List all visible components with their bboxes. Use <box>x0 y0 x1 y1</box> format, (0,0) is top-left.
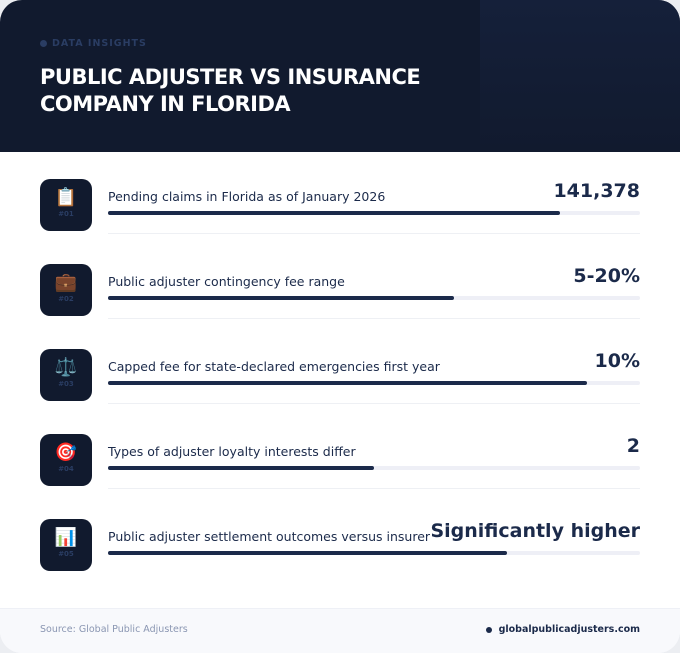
stat-value: 141,378 <box>553 180 640 202</box>
stat-value: 5-20% <box>573 265 640 287</box>
stat-row: 📋 #01 Pending claims in Florida as of Jan… <box>40 179 640 231</box>
icon-box: 📊 #05 <box>40 519 92 571</box>
stat-label: Types of adjuster loyalty interests diff… <box>108 444 356 459</box>
eyebrow: DATA INSIGHTS <box>40 38 147 49</box>
progress-fill <box>108 551 507 555</box>
dot-icon <box>40 40 47 47</box>
stat-row: 🎯 #04 Types of adjuster loyalty interests… <box>40 434 640 486</box>
header: DATA INSIGHTS PUBLIC ADJUSTER VS INSURAN… <box>0 0 680 152</box>
icon-box: 📋 #01 <box>40 179 92 231</box>
stat-row: 💼 #02 Public adjuster contingency fee ran… <box>40 264 640 316</box>
site-link[interactable]: globalpublicadjusters.com <box>485 624 640 635</box>
progress-track <box>108 551 640 555</box>
stat-label: Pending claims in Florida as of January … <box>108 189 386 204</box>
stat-label: Capped fee for state-declared emergencie… <box>108 359 440 374</box>
header-glow <box>480 0 680 152</box>
stat-value: Significantly higher <box>430 520 640 542</box>
progress-track <box>108 296 640 300</box>
stat-value: 10% <box>594 350 640 372</box>
progress-fill <box>108 381 587 385</box>
footer: Source: Global Public Adjusters globalpu… <box>0 608 680 653</box>
source-text: Source: Global Public Adjusters <box>40 624 188 635</box>
stat-label: Public adjuster contingency fee range <box>108 274 345 289</box>
stat-number: #01 <box>58 210 74 218</box>
stat-label: Public adjuster settlement outcomes vers… <box>108 529 431 544</box>
icon-box: 💼 #02 <box>40 264 92 316</box>
progress-track <box>108 211 640 215</box>
progress-fill <box>108 296 454 300</box>
site-text: globalpublicadjusters.com <box>498 624 640 635</box>
stat-row: 📊 #05 Public adjuster settlement outcomes… <box>40 519 640 571</box>
briefcase-icon: 💼 <box>54 272 78 293</box>
stat-number: #02 <box>58 295 74 303</box>
clipboard-icon: 📋 <box>54 187 78 208</box>
progress-track <box>108 381 640 385</box>
scales-icon: ⚖️ <box>54 357 78 378</box>
row-divider <box>108 403 640 404</box>
page-title: PUBLIC ADJUSTER VS INSURANCE COMPANY IN … <box>40 65 421 116</box>
target-icon: 🎯 <box>54 442 78 463</box>
stat-number: #04 <box>58 465 74 473</box>
stat-value: 2 <box>626 435 640 457</box>
icon-box: 🎯 #04 <box>40 434 92 486</box>
stat-row: ⚖️ #03 Capped fee for state-declared emer… <box>40 349 640 401</box>
eyebrow-text: DATA INSIGHTS <box>52 38 147 49</box>
stat-number: #05 <box>58 550 74 558</box>
progress-track <box>108 466 640 470</box>
bar-chart-icon: 📊 <box>54 527 78 548</box>
row-divider <box>108 233 640 234</box>
progress-fill <box>108 211 561 215</box>
row-divider <box>108 318 640 319</box>
icon-box: ⚖️ #03 <box>40 349 92 401</box>
stat-number: #03 <box>58 380 74 388</box>
progress-fill <box>108 466 374 470</box>
row-divider <box>108 488 640 489</box>
dot-icon <box>485 626 492 633</box>
